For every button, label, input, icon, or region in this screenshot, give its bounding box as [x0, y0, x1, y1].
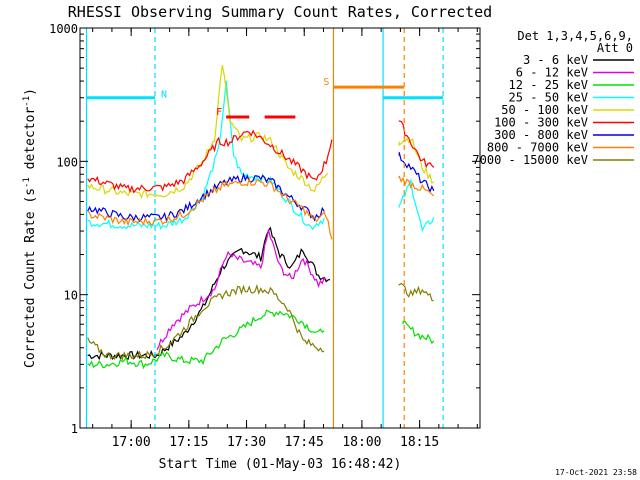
- series-line: [87, 64, 435, 200]
- legend-label: 100 - 300 keV: [494, 116, 588, 130]
- legend-header: Det 1,3,4,5,6,9,: [517, 29, 633, 43]
- x-axis: 17:00 17:15 17:30 17:45 18:00 18:15: [92, 28, 478, 450]
- y-tick-label: 1: [71, 422, 78, 436]
- flag-label: N: [161, 90, 167, 101]
- flag-label: F: [216, 107, 222, 118]
- series-line: [87, 175, 435, 240]
- plot-series-group: [87, 64, 435, 370]
- legend-label: 12 - 25 keV: [509, 78, 588, 92]
- y-axis: 1 10 100 1000: [49, 22, 480, 436]
- timestamp: 17-Oct-2021 23:58: [555, 468, 637, 477]
- legend-label: 800 - 7000 keV: [487, 141, 588, 155]
- y-axis-label-sup: -1: [22, 96, 32, 107]
- series-line: [87, 120, 435, 194]
- x-tick-label: 17:00: [112, 435, 151, 450]
- series-line: [156, 229, 327, 351]
- legend-label: 50 - 100 keV: [501, 103, 588, 117]
- series-line: [87, 152, 435, 223]
- y-axis-label: Corrected Count Rate (s-1 detector-1): [22, 88, 38, 368]
- series-line: [87, 226, 331, 361]
- y-tick-label: 10: [64, 289, 78, 303]
- y-axis-label-sup: -1: [22, 177, 32, 188]
- legend-label: 300 - 800 keV: [494, 128, 588, 142]
- x-axis-label: Start Time (01-May-03 16:48:42): [159, 457, 402, 472]
- legend-label: 25 - 50 keV: [509, 91, 588, 105]
- legend-header: Att 0: [597, 41, 633, 55]
- legend-label: 3 - 6 keV: [523, 53, 588, 67]
- y-tick-label: 1000: [49, 22, 78, 36]
- flag-label: S: [323, 77, 329, 88]
- series-line: [87, 309, 435, 370]
- series-line: [87, 282, 434, 361]
- x-tick-label: 17:30: [227, 435, 266, 450]
- x-tick-label: 17:15: [169, 435, 208, 450]
- x-tick-label: 18:00: [342, 435, 381, 450]
- y-tick-label: 100: [56, 155, 78, 169]
- x-tick-label: 18:15: [400, 435, 439, 450]
- y-axis-label-part: detector: [23, 107, 38, 178]
- plot-frame: [79, 27, 481, 429]
- x-tick-label: 17:45: [285, 435, 324, 450]
- chart-title: RHESSI Observing Summary Count Rates, Co…: [68, 3, 492, 21]
- y-axis-label-part: Corrected Count Rate (s: [23, 188, 38, 368]
- legend-label: 6 - 12 keV: [516, 66, 588, 80]
- y-axis-label-part: ): [23, 88, 38, 96]
- marker-group: N F S: [85, 28, 444, 428]
- series-line: [87, 80, 435, 233]
- legend-label: 7000 - 15000 keV: [472, 153, 588, 167]
